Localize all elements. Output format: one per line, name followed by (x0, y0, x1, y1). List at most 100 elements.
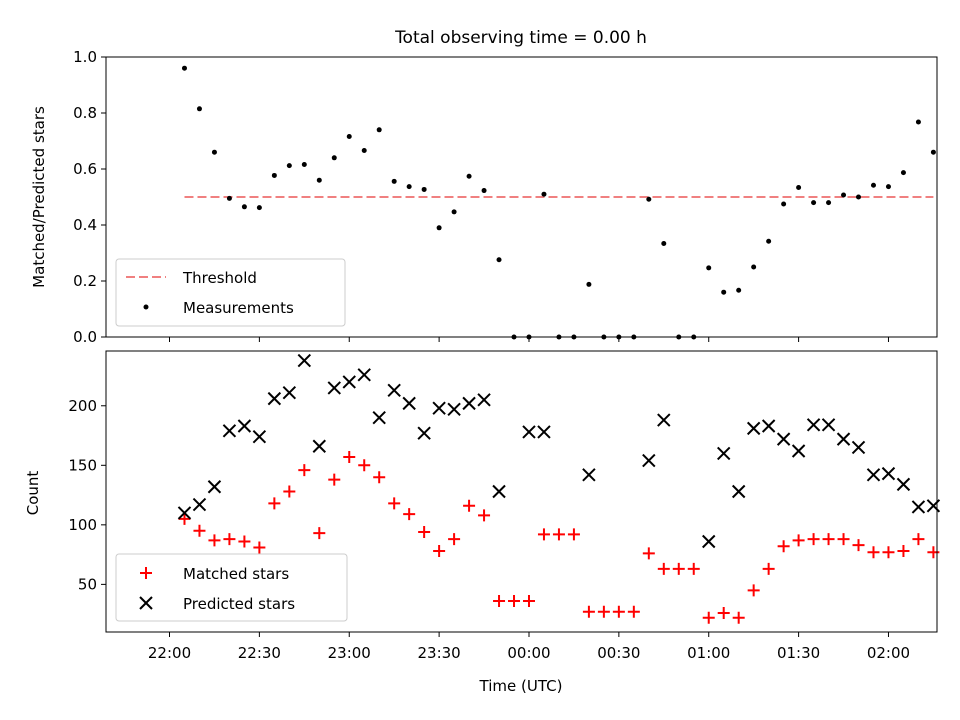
x-tick-label: 00:00 (507, 644, 550, 662)
top-y-tick-label: 0.4 (73, 216, 97, 234)
legend-predicted-swatch (139, 596, 153, 610)
predicted-star-marker (776, 432, 791, 446)
bottom-plot-frame (105, 350, 938, 633)
matched-star-marker (837, 533, 850, 546)
top-plot-frame (105, 56, 938, 338)
predicted-star-marker (836, 432, 851, 446)
matched-star-marker (747, 584, 760, 597)
measurement-point (481, 188, 487, 194)
predicted-star-marker (327, 381, 341, 395)
predicted-star-marker (851, 440, 866, 455)
matched-star-marker (522, 595, 535, 608)
matched-star-marker (178, 512, 191, 525)
predicted-star-marker (297, 353, 312, 368)
matched-star-marker (253, 541, 266, 554)
matched-star-marker (657, 562, 670, 575)
bottom-y-tick-label: 100 (68, 516, 97, 534)
measurement-point (226, 195, 232, 201)
matched-star-marker (298, 464, 311, 477)
measurement-point (826, 200, 832, 206)
predicted-star-marker (387, 383, 401, 397)
predicted-star-marker (911, 500, 926, 514)
predicted-star-marker (357, 368, 371, 382)
measurement-point (181, 65, 187, 71)
matched-star-marker (702, 611, 715, 624)
predicted-star-marker (402, 396, 416, 411)
measurement-point (196, 106, 202, 112)
measurement-point (256, 205, 262, 211)
measurement-point (796, 184, 802, 190)
predicted-star-marker (731, 484, 746, 499)
matched-star-marker (687, 562, 700, 575)
x-tick-label: 23:30 (418, 644, 461, 662)
matched-star-marker (433, 545, 446, 558)
matched-star-marker (762, 562, 775, 575)
matched-star-marker (493, 595, 506, 608)
x-tick-label: 01:00 (687, 644, 730, 662)
x-tick-label: 01:30 (777, 644, 820, 662)
measurement-point (915, 119, 921, 125)
measurements-layer (181, 65, 936, 340)
matched-star-marker (717, 606, 730, 619)
predicted-star-marker (447, 402, 461, 417)
measurement-point (346, 134, 352, 140)
predicted-star-marker (717, 446, 731, 461)
matched-star-marker (358, 459, 371, 472)
matched-star-marker (597, 605, 610, 618)
legend-predicted-label: Predicted stars (183, 595, 295, 613)
legend-measurements-label: Measurements (183, 299, 294, 317)
predicted-star-marker (312, 439, 326, 453)
matched-star-marker (897, 545, 910, 558)
predicted-star-marker (207, 480, 222, 494)
matched-star-marker (912, 533, 925, 546)
matched-star-marker (313, 527, 326, 540)
top-x-axis-ticks (169, 337, 889, 342)
measurement-point (406, 184, 412, 190)
top-y-axis-label: Matched/Predicted stars (30, 106, 48, 288)
predicted-star-marker (821, 418, 836, 432)
x-tick-label: 22:00 (148, 644, 191, 662)
matched-star-marker (418, 525, 431, 538)
matched-star-marker (807, 533, 820, 546)
measurement-point (661, 240, 667, 246)
predicted-star-marker (896, 477, 911, 492)
matched-star-marker (448, 533, 461, 546)
predicted-star-marker (267, 391, 282, 406)
matched-star-marker (822, 533, 835, 546)
predicted-star-marker (252, 430, 267, 444)
measurement-point (271, 172, 277, 178)
bottom-y-axis-label: Count (24, 471, 42, 516)
matched-star-marker (642, 547, 655, 560)
measurement-point (376, 127, 382, 133)
predicted-star-marker (806, 418, 821, 432)
matched-star-marker (283, 485, 296, 498)
matched-star-marker (373, 471, 386, 484)
matched-star-marker (268, 497, 281, 510)
measurement-point (211, 149, 217, 155)
predicted-star-marker (222, 424, 237, 438)
measurement-point (496, 257, 502, 263)
predicted-star-marker (746, 421, 761, 436)
bottom-chart-panel: 50 100 150 200 22:00 22:30 23:00 23:30 00:00 00:… (24, 350, 941, 695)
bottom-y-tick-label: 150 (68, 456, 97, 474)
x-tick-label: 00:30 (597, 644, 640, 662)
measurement-point (301, 162, 307, 168)
predicted-star-marker (702, 534, 716, 549)
measurement-point (586, 281, 592, 287)
measurement-point (766, 238, 772, 244)
top-y-axis: 0.0 0.2 0.4 0.6 0.8 1.0 (73, 48, 106, 346)
measurement-point (241, 204, 247, 210)
legend-measurements-swatch (143, 304, 149, 310)
measurement-point (421, 186, 427, 192)
matched-star-marker (537, 528, 550, 541)
predicted-star-marker (177, 506, 192, 520)
measurement-point (811, 200, 817, 206)
top-y-tick-label: 0.6 (73, 160, 97, 178)
predicted-star-marker (522, 425, 536, 439)
matched-star-marker (582, 605, 595, 618)
legend-matched-label: Matched stars (183, 565, 289, 583)
legend-threshold-label: Threshold (182, 269, 257, 287)
measurement-point (391, 178, 397, 184)
predicted-star-marker (582, 468, 596, 482)
